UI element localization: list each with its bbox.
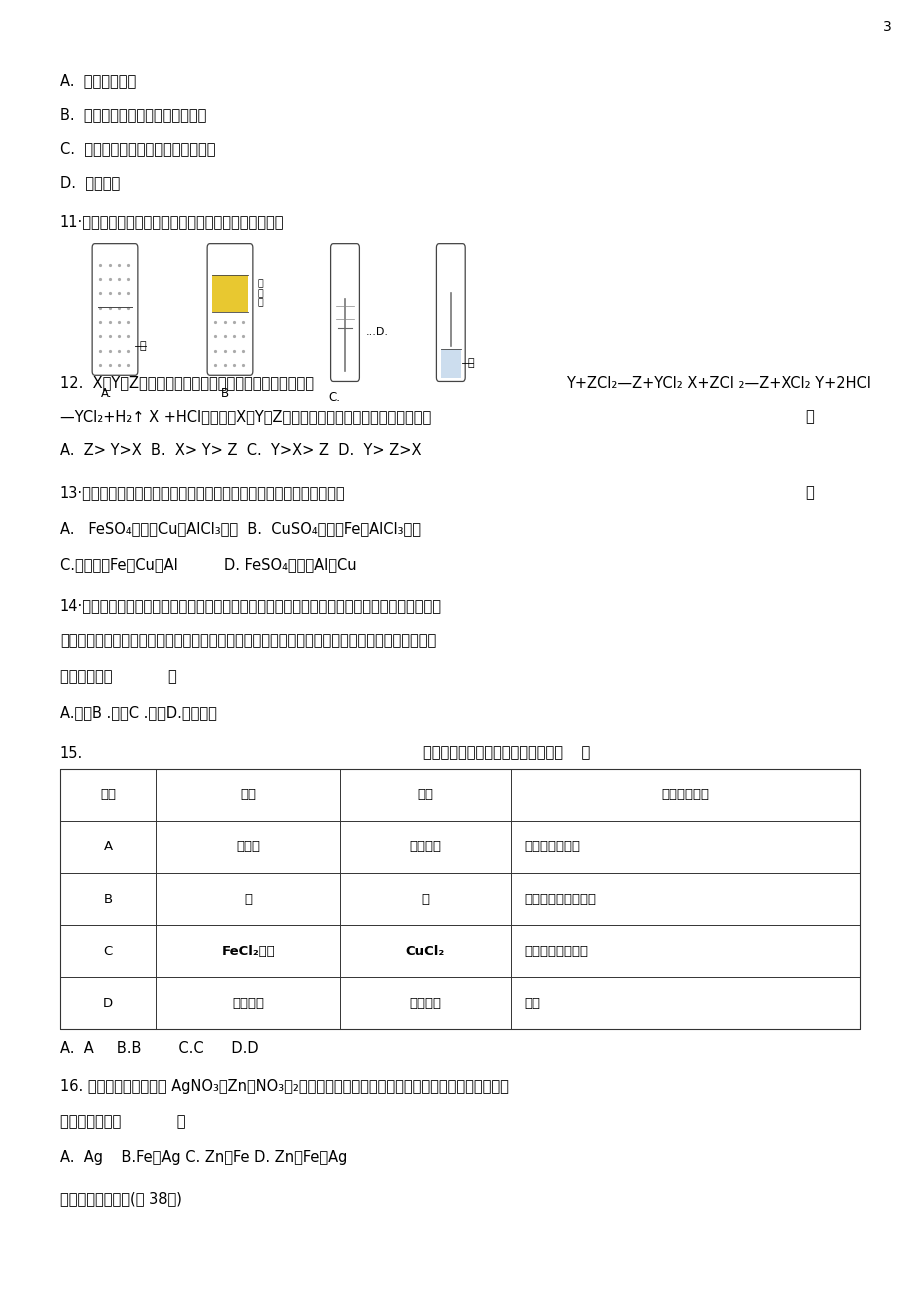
Text: B: B xyxy=(221,387,229,400)
Text: 加过量铁粉、过滤: 加过量铁粉、过滤 xyxy=(524,945,588,958)
Text: 11·光亮的铁钉在下面几种情况下，最不容易生锈的是（: 11·光亮的铁钉在下面几种情况下，最不容易生锈的是（ xyxy=(60,214,284,229)
Text: 留下的金属是（            ）: 留下的金属是（ ） xyxy=(60,1114,185,1130)
Text: A.   FeSO₄溶液、Cu、AlCl₃溶液  B.  CuSO₄溶液、Fe、AlCl₃溶液: A. FeSO₄溶液、Cu、AlCl₃溶液 B. CuSO₄溶液、Fe、AlCl… xyxy=(60,521,420,537)
Text: 为分度盘的（            ）: 为分度盘的（ ） xyxy=(60,668,176,684)
Text: —YCl₂+H₂↑ X +HCl不反应则X、Y、Z三种金属的活动性由强到弱的顺序是（: —YCl₂+H₂↑ X +HCl不反应则X、Y、Z三种金属的活动性由强到弱的顺序… xyxy=(60,409,431,425)
Text: C.  塑料密度小，减少房屋的自身重量: C. 塑料密度小，减少房屋的自身重量 xyxy=(60,141,215,156)
Text: A: A xyxy=(104,840,112,853)
Text: A.  保护金属资源: A. 保护金属资源 xyxy=(60,73,136,89)
Text: ...D.: ...D. xyxy=(366,327,389,337)
Text: 16. 将过量的铁粉放入含 AgNO₃和Zn（NO₃）₂的混合溶液中，搅拌，使其充分反应后，过滤，滤纸上: 16. 将过量的铁粉放入含 AgNO₃和Zn（NO₃）₂的混合溶液中，搅拌，使其… xyxy=(60,1079,508,1095)
Bar xyxy=(60,769,859,1029)
Text: A.: A. xyxy=(101,387,113,400)
Text: 13·为验证铁、铜、铝三种金属的活动性顺序，不可选用的一组物质是（: 13·为验证铁、铜、铝三种金属的活动性顺序，不可选用的一组物质是（ xyxy=(60,485,345,500)
Text: B: B xyxy=(104,893,112,906)
Text: 加水溶解、过滤: 加水溶解、过滤 xyxy=(524,840,580,853)
FancyBboxPatch shape xyxy=(330,244,359,382)
Text: 一氧化碳: 一氧化碳 xyxy=(409,997,441,1010)
Text: 铜: 铜 xyxy=(244,893,252,906)
Text: A.  Ag    B.Fe、Ag C. Zn、Fe D. Zn、Fe、Ag: A. Ag B.Fe、Ag C. Zn、Fe D. Zn、Fe、Ag xyxy=(60,1149,346,1165)
Text: CuCl₂: CuCl₂ xyxy=(405,945,445,958)
Text: A.  A     B.B        C.C      D.D: A. A B.B C.C D.D xyxy=(60,1041,258,1057)
Text: 点燃: 点燃 xyxy=(524,997,539,1010)
Text: 12.  X、Y、Z三种金属及其化合物间可发生如下化学反应：: 12. X、Y、Z三种金属及其化合物间可发生如下化学反应： xyxy=(60,375,313,391)
Text: 14·将盛有等质量和等质量分数的稀硫酸的两只烧杯放在托盘天平上，调节天平平衡，向右盘加入: 14·将盛有等质量和等质量分数的稀硫酸的两只烧杯放在托盘天平上，调节天平平衡，向… xyxy=(60,598,441,614)
Text: FeCl₂溶液: FeCl₂溶液 xyxy=(221,945,275,958)
Text: D: D xyxy=(103,997,113,1010)
Text: A.  Z> Y>X  B.  X> Y> Z  C.  Y>X> Z  D.  Y> Z>X: A. Z> Y>X B. X> Y> Z C. Y>X> Z D. Y> Z>X xyxy=(60,443,421,459)
FancyBboxPatch shape xyxy=(92,244,138,375)
Text: Y+ZCl₂—Z+YCl₂ X+ZCl ₂—Z+XCl₂ Y+2HCl: Y+ZCl₂—Z+YCl₂ X+ZCl ₂—Z+XCl₂ Y+2HCl xyxy=(565,375,869,391)
Text: 水: 水 xyxy=(140,340,146,351)
Bar xyxy=(211,275,248,311)
Text: 二氧化碳: 二氧化碳 xyxy=(233,997,264,1010)
Text: C: C xyxy=(103,945,113,958)
Text: D.  降低成本: D. 降低成本 xyxy=(60,175,119,190)
FancyBboxPatch shape xyxy=(436,244,465,382)
Text: 杂质: 杂质 xyxy=(417,788,433,801)
Text: 物质: 物质 xyxy=(240,788,256,801)
FancyBboxPatch shape xyxy=(207,244,253,375)
Bar xyxy=(440,349,460,378)
Text: C.稀盐酸、Fe、Cu、Al          D. FeSO₄溶液、Al、Cu: C.稀盐酸、Fe、Cu、Al D. FeSO₄溶液、Al、Cu xyxy=(60,556,356,572)
Text: 加适量稀盐酸、过滤: 加适量稀盐酸、过滤 xyxy=(524,893,596,906)
Text: 3: 3 xyxy=(882,21,891,34)
Text: ）: ） xyxy=(804,409,813,425)
Text: B.  金属易腐蚀，而塑料使用时间长: B. 金属易腐蚀，而塑料使用时间长 xyxy=(60,107,206,122)
Text: 植
物
油: 植 物 油 xyxy=(257,279,263,308)
Text: 水: 水 xyxy=(467,358,473,369)
Text: 除杂质的方法: 除杂质的方法 xyxy=(661,788,709,801)
Text: 铁: 铁 xyxy=(421,893,429,906)
Text: 下列除去杂质的方法中，错误的是（    ）: 下列除去杂质的方法中，错误的是（ ） xyxy=(423,745,590,761)
Text: 二、填空题和简答(共 38分): 二、填空题和简答(共 38分) xyxy=(60,1191,181,1207)
Text: ）: ） xyxy=(804,485,813,500)
Text: 二氧化锰: 二氧化锰 xyxy=(409,840,441,853)
Text: 氯化钾: 氯化钾 xyxy=(236,840,260,853)
Text: 金属锌，左盘加入与锌等质量的金属镁，充分反应后，两边的酸都有剩余，则此时天平的指针指向: 金属锌，左盘加入与锌等质量的金属镁，充分反应后，两边的酸都有剩余，则此时天平的指… xyxy=(60,633,436,649)
Text: C.: C. xyxy=(328,391,340,404)
Text: 选项: 选项 xyxy=(100,788,116,801)
Text: 15.: 15. xyxy=(60,745,83,761)
Text: A.左边B .右边C .正中D.无法确定: A.左边B .右边C .正中D.无法确定 xyxy=(60,705,217,721)
